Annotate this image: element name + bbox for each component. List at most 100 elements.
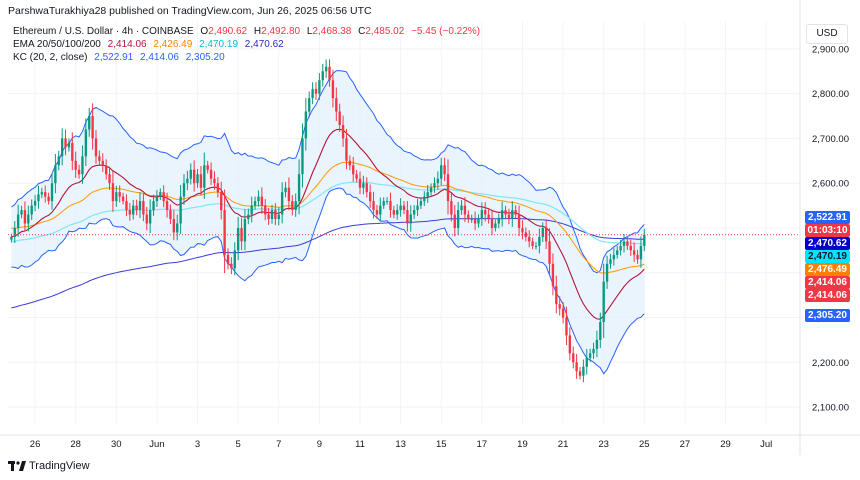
candle <box>382 197 385 209</box>
candle-body <box>230 263 233 269</box>
x-tick-label: 15 <box>436 439 447 450</box>
candle-body <box>88 116 91 130</box>
candle <box>284 181 287 198</box>
candle-body <box>582 366 585 376</box>
candle <box>148 199 152 233</box>
candle <box>632 242 636 262</box>
candle-body <box>605 263 609 282</box>
legend-kc-row[interactable]: KC (20, 2, close) 2,522.91 2,414.06 2,30… <box>13 52 229 63</box>
y-tick-label: 2,200.00 <box>812 358 849 369</box>
candle <box>274 203 277 226</box>
candle <box>111 171 115 212</box>
candle <box>331 69 335 108</box>
candle <box>135 199 138 216</box>
candle-body <box>264 205 267 215</box>
candle <box>253 196 257 210</box>
candle <box>626 236 629 251</box>
candle-body <box>236 227 240 251</box>
candle <box>247 208 250 225</box>
candle <box>588 348 592 362</box>
candle-body <box>612 254 616 260</box>
candle-body <box>440 165 443 179</box>
candle-body <box>487 214 490 220</box>
candle-body <box>125 201 128 211</box>
candle-body <box>128 210 132 215</box>
candle-body <box>301 138 304 175</box>
candle <box>236 216 240 261</box>
candle-body <box>592 348 595 354</box>
symbol-title[interactable]: Ethereum / U.S. Dollar · 4h · COINBASE <box>13 26 194 37</box>
candle-body <box>10 236 13 240</box>
candle-body <box>423 196 426 202</box>
candle <box>189 163 192 185</box>
candle <box>169 204 172 225</box>
candle-body <box>216 183 220 193</box>
candle-body <box>500 210 504 220</box>
candle <box>409 205 412 232</box>
candle <box>460 200 463 215</box>
candle <box>186 170 189 191</box>
candle-body <box>199 174 203 188</box>
candle <box>77 164 81 179</box>
candle <box>443 157 446 182</box>
candle-body <box>91 116 94 139</box>
candle <box>456 202 460 236</box>
candle-body <box>412 210 416 215</box>
candle <box>402 200 406 215</box>
candle <box>629 239 632 256</box>
ema20-line <box>11 128 645 320</box>
candle <box>88 107 91 137</box>
legend-ema-row[interactable]: EMA 20/50/100/200 2,414.06 2,426.49 2,47… <box>13 39 288 50</box>
x-tick-label: 5 <box>236 439 241 450</box>
x-tick-label: 27 <box>680 439 691 450</box>
candle-body <box>443 165 446 175</box>
candle <box>23 201 27 232</box>
candle-body <box>456 210 460 228</box>
candle-body <box>260 196 264 206</box>
candle <box>555 275 558 314</box>
candle-body <box>328 66 331 81</box>
candle <box>450 193 453 222</box>
candle-body <box>243 219 247 242</box>
candle <box>16 204 20 237</box>
candle <box>199 165 203 196</box>
candle-body <box>318 80 321 94</box>
price-tag: 2,470.19 <box>805 250 850 264</box>
candle-body <box>287 187 291 202</box>
candle-body <box>379 205 382 215</box>
candle <box>504 205 507 219</box>
candle <box>643 228 646 252</box>
candle <box>145 206 148 231</box>
candle-body <box>253 201 257 206</box>
candle-body <box>619 245 622 251</box>
candle <box>118 185 121 203</box>
candle-body <box>64 138 67 148</box>
candle-body <box>358 178 362 188</box>
candle <box>396 204 399 220</box>
candle-body <box>186 178 189 184</box>
candle-body <box>138 201 142 211</box>
candle <box>538 228 541 254</box>
candle-body <box>311 89 314 99</box>
candle <box>524 227 528 242</box>
keltner-channel <box>11 70 645 375</box>
candle <box>612 247 616 266</box>
candle-body <box>226 254 230 264</box>
x-tick-label: 29 <box>720 439 731 450</box>
candle-body <box>314 89 318 94</box>
candle-body <box>558 304 561 309</box>
candle <box>602 263 605 338</box>
candle-body <box>595 339 599 349</box>
currency-selector[interactable]: USD <box>806 24 848 44</box>
candle-body <box>297 174 301 202</box>
price-tag: 2,414.06 <box>805 289 850 303</box>
candle <box>240 218 243 251</box>
candle <box>507 208 511 225</box>
tradingview-icon <box>8 461 26 471</box>
candle <box>159 188 162 201</box>
candle-body <box>162 192 165 202</box>
candle-body <box>71 142 74 161</box>
candle-body <box>108 174 111 184</box>
ema100-value: 2,470.19 <box>199 39 239 50</box>
